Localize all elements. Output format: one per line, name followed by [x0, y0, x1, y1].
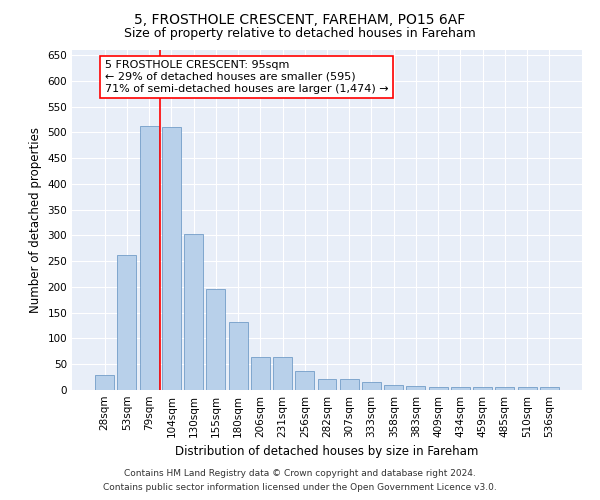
Bar: [429, 387, 448, 390]
Bar: [118, 254, 136, 390]
Text: 5 FROSTHOLE CRESCENT: 95sqm
← 29% of detached houses are smaller (595)
71% of se: 5 FROSTHOLE CRESCENT: 95sqm ← 29% of det…: [104, 60, 388, 94]
Bar: [229, 322, 248, 390]
Bar: [473, 388, 492, 390]
Bar: [295, 371, 314, 390]
Bar: [184, 234, 203, 390]
Bar: [518, 388, 536, 390]
Bar: [406, 386, 425, 390]
Bar: [162, 128, 181, 390]
Bar: [206, 288, 225, 390]
Y-axis label: Number of detached properties: Number of detached properties: [29, 127, 42, 313]
Bar: [384, 385, 403, 390]
Text: 5, FROSTHOLE CRESCENT, FAREHAM, PO15 6AF: 5, FROSTHOLE CRESCENT, FAREHAM, PO15 6AF: [134, 12, 466, 26]
Bar: [273, 356, 292, 390]
Bar: [140, 126, 158, 390]
Bar: [340, 378, 359, 390]
Bar: [496, 388, 514, 390]
Bar: [451, 388, 470, 390]
X-axis label: Distribution of detached houses by size in Fareham: Distribution of detached houses by size …: [175, 446, 479, 458]
Bar: [251, 356, 270, 390]
Bar: [317, 378, 337, 390]
Bar: [95, 374, 114, 390]
Bar: [362, 382, 381, 390]
Text: Size of property relative to detached houses in Fareham: Size of property relative to detached ho…: [124, 28, 476, 40]
Text: Contains public sector information licensed under the Open Government Licence v3: Contains public sector information licen…: [103, 484, 497, 492]
Bar: [540, 387, 559, 390]
Text: Contains HM Land Registry data © Crown copyright and database right 2024.: Contains HM Land Registry data © Crown c…: [124, 468, 476, 477]
